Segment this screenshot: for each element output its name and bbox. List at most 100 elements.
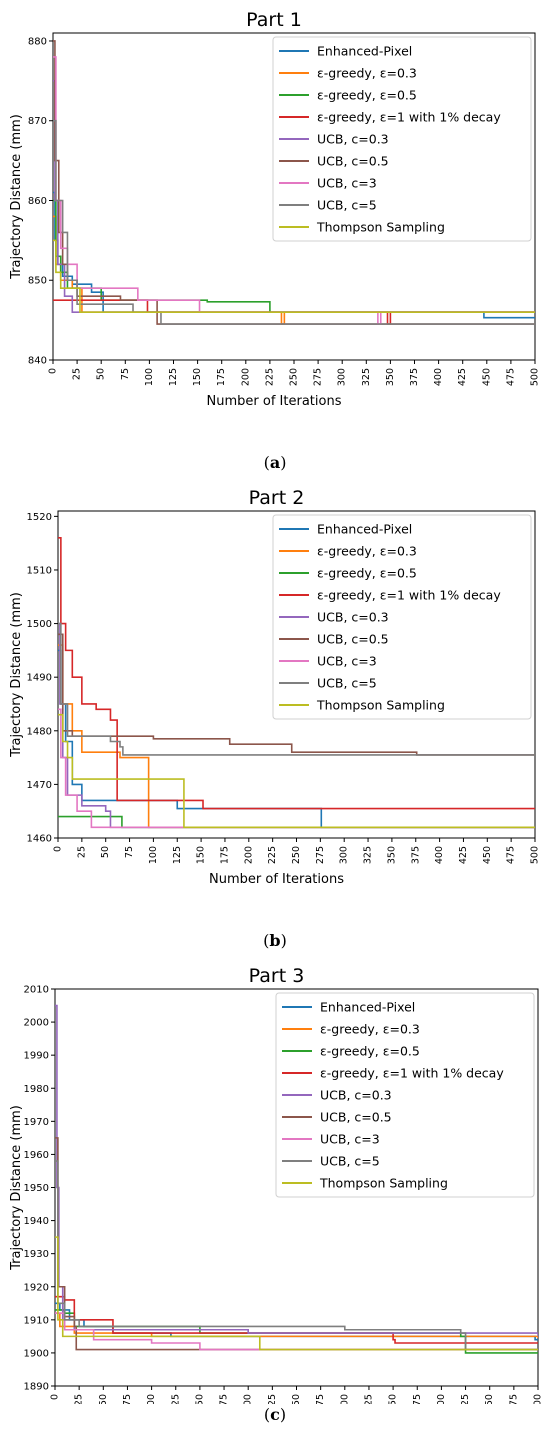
series-line [55,1312,538,1339]
x-tick-label: 425 [457,368,468,386]
caption-letter-a: a [269,453,281,472]
legend [272,36,532,242]
x-tick-label: 225 [267,1394,278,1404]
legend-label: UCB, c=3 [320,1132,380,1147]
y-tick-label: 1470 [27,780,52,791]
legend-label: ε-greedy, ε=0.5 [317,88,417,103]
legend-label: ε-greedy, ε=1 with 1% decay [317,110,501,125]
x-tick-label: 450 [482,846,493,864]
x-tick-label: 150 [192,368,203,386]
x-tick-label: 250 [291,1394,302,1404]
x-tick-label: 175 [219,1394,230,1404]
x-tick-label: 300 [339,846,350,864]
x-tick-label: 500 [533,1394,544,1404]
y-tick-label: 2010 [24,985,49,996]
x-tick-label: 400 [433,368,444,386]
chart-title: Part 1 [246,9,302,31]
x-tick-label: 100 [144,368,155,386]
series-line [55,1160,538,1351]
x-axis-label: Number of Iterations [207,394,342,409]
legend-label: UCB, c=3 [317,654,377,669]
chart-title: Part 2 [249,487,305,509]
y-tick-label: 1950 [24,1183,49,1194]
legend-label: ε-greedy, ε=1 with 1% decay [317,588,501,603]
x-tick-label: 50 [98,1394,109,1404]
y-tick-label: 1930 [24,1249,49,1260]
x-tick-label: 350 [388,1394,399,1404]
legend [275,992,535,1198]
x-tick-label: 0 [48,368,59,374]
y-tick-label: 1510 [27,565,52,576]
y-axis-label: Trajectory Distance (mm) [9,592,24,758]
series-line [55,1312,538,1351]
chart-part-2: Part 2 0 25 50 75 100 125 150 175 200 225 250 275 300… [9,487,541,887]
x-tick-label: 500 [530,368,541,386]
x-tick-label: 150 [196,846,207,864]
legend-label: ε-greedy, ε=0.5 [317,566,417,581]
x-tick-label: 0 [53,846,64,852]
y-tick-label: 1890 [24,1382,49,1393]
x-tick-label: 150 [194,1394,205,1404]
x-axis-label: Number of Iterations [209,872,344,887]
caption-c: (c) [263,1405,287,1424]
x-tick-label: 250 [291,846,302,864]
legend-label: ε-greedy, ε=0.5 [320,1044,420,1059]
x-tick-label: 300 [339,1394,350,1404]
x-tick-label: 500 [530,846,541,864]
x-tick-label: 275 [315,1394,326,1404]
x-tick-label: 375 [409,368,420,386]
caption-letter-c: c [270,1405,280,1424]
caption-b: (b) [263,931,287,950]
legend-label: UCB, c=5 [317,676,377,691]
y-tick-label: 850 [28,276,47,287]
chart-part-1: Part 1 0 25 50 75 100 125 150 175 200 225 250 275 300… [9,9,541,409]
caption-a: (a) [263,453,287,472]
x-tick-label: 425 [460,1394,471,1404]
chart-part-3: Part 3 0 25 50 75 100 125 150 175 200 225 250 275 300… [9,965,544,1404]
x-tick-label: 175 [216,368,227,386]
series-line [55,1236,538,1351]
x-tick-label: 25 [74,1394,85,1404]
chart-panel-c: Part 3 0 25 50 75 100 125 150 175 200 225 250 275 300… [0,956,550,1431]
x-tick-label: 450 [484,1394,495,1404]
x-tick-label: 375 [412,1394,423,1404]
x-tick-label: 225 [267,846,278,864]
chart-panel-b: Part 2 0 25 50 75 100 125 150 175 200 225 250 275 300… [0,478,550,956]
series-line [58,708,535,829]
x-tick-label: 75 [124,846,135,858]
x-tick-label: 0 [50,1394,61,1400]
y-tick-label: 1990 [24,1051,49,1062]
legend-label: UCB, c=3 [317,176,377,191]
series-line [58,622,535,756]
legend-label: UCB, c=5 [320,1154,380,1169]
y-tick-label: 1910 [24,1315,49,1326]
legend-label: UCB, c=0.3 [317,132,389,147]
legend-label: Enhanced-Pixel [320,1000,415,1015]
y-tick-label: 1960 [24,1150,49,1161]
legend-label: ε-greedy, ε=0.3 [317,66,417,81]
legend-label: UCB, c=0.3 [317,610,389,625]
y-tick-label: 1500 [27,619,52,630]
x-tick-label: 275 [315,846,326,864]
x-tick-label: 200 [243,1394,254,1404]
x-tick-label: 100 [148,846,159,864]
legend-label: UCB, c=0.5 [317,154,389,169]
y-tick-label: 1490 [27,673,52,684]
y-tick-label: 2000 [24,1018,49,1029]
x-tick-label: 75 [122,1394,133,1404]
x-tick-label: 475 [506,846,517,864]
legend-label: ε-greedy, ε=0.3 [317,544,417,559]
y-tick-label: 1900 [24,1348,49,1359]
series-line [53,56,535,325]
series-line [58,713,535,829]
y-tick-label: 1480 [27,726,52,737]
x-tick-label: 225 [264,368,275,386]
x-tick-label: 425 [458,846,469,864]
x-tick-label: 25 [72,368,83,380]
series-line [58,537,535,810]
x-tick-label: 250 [289,368,300,386]
x-tick-label: 50 [96,368,107,380]
legend-label: Enhanced-Pixel [317,522,412,537]
chart-panel-a: Part 1 0 25 50 75 100 125 150 175 200 225 250 275 300… [0,0,550,478]
x-tick-label: 475 [505,368,516,386]
